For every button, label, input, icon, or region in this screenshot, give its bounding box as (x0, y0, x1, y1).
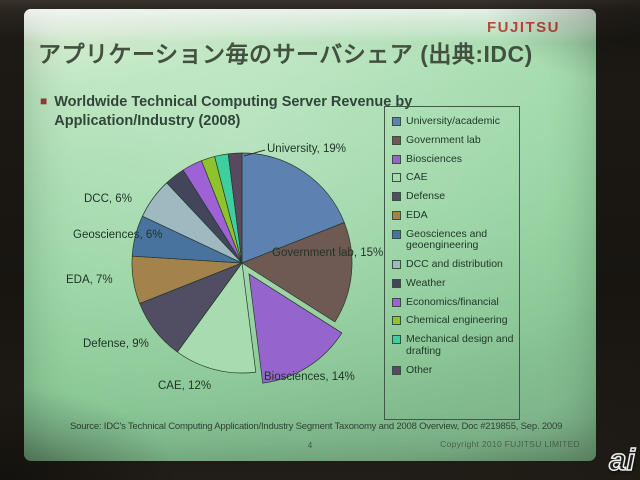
legend-box: University/academic Government lab Bioscie… (384, 106, 520, 420)
legend-label: Mechanical design and drafting (406, 333, 514, 357)
chart-subtitle: ■ Worldwide Technical Computing Server R… (40, 93, 420, 130)
page-number: 4 (307, 441, 313, 450)
pie-label-university-19: University, 19% (267, 143, 347, 155)
legend-item-government-lab: Government lab (392, 133, 515, 147)
pie-label-dcc-6: DCC, 6% (84, 193, 132, 205)
legend-swatch-icon (392, 297, 401, 307)
legend-swatch-icon (392, 229, 401, 239)
pie-chart-svg (131, 149, 353, 384)
pie-label-geosciences-6: Geosciences, 6% (73, 229, 163, 241)
pie-label-defense-9: Defense, 9% (83, 338, 149, 350)
legend-swatch-icon (392, 117, 401, 126)
pie-label-eda-7: EDA, 7% (66, 274, 113, 286)
legend-item-biosciences: Biosciences (392, 152, 515, 166)
legend-item-chemical-engineering: Chemical engineering (392, 314, 515, 327)
legend-label: Government lab (406, 133, 481, 146)
legend-label: DCC and distribution (406, 258, 503, 270)
fujitsu-logo: FUJITSU (486, 19, 560, 36)
pie-chart: University, 19% Government lab, 15% Biosci… (30, 135, 390, 405)
legend-swatch-icon (392, 365, 401, 375)
legend-swatch-icon (392, 335, 401, 344)
label-leader-line (243, 149, 266, 157)
legend-item-eda: EDA (392, 208, 515, 222)
legend-item-geosciences-and-geoengineering: Geosciences and geoengineering (392, 227, 515, 253)
source-note: Source: IDC's Technical Computing Applic… (70, 421, 563, 432)
pie-label-cae-12: CAE, 12% (158, 380, 212, 392)
legend-label: EDA (406, 208, 428, 221)
legend-item-defense: Defense (392, 190, 515, 203)
pie-slice-biosciences (248, 273, 343, 384)
pie-slice-other (227, 152, 243, 264)
legend-item-university-academic: University/academic (392, 115, 515, 128)
slide-top-band (24, 9, 596, 43)
legend-label: Economics/financial (406, 295, 499, 308)
legend-item-dcc-and-distribution: DCC and distribution (392, 258, 515, 271)
legend-label: Chemical engineering (406, 314, 508, 327)
pie-label-government-lab-15: Government lab, 15% (272, 247, 384, 259)
slide-title: アプリケーション毎のサーバシェア (出典:IDC) (38, 41, 533, 67)
pie-slice-cae (176, 262, 257, 374)
legend-swatch-icon (392, 192, 401, 201)
slide: FUJITSU アプリケーション毎のサーバシェア (出典:IDC) ■ Worl… (24, 9, 596, 461)
legend-swatch-icon (392, 135, 401, 145)
pie-label-biosciences-14: Biosciences, 14% (264, 371, 355, 383)
legend-swatch-icon (392, 278, 401, 288)
legend-item-cae: CAE (392, 171, 515, 184)
legend-label: CAE (406, 171, 428, 184)
legend-item-weather: Weather (392, 276, 515, 290)
legend-swatch-icon (392, 316, 401, 326)
legend-item-other: Other (392, 363, 515, 377)
subtitle-bullet-icon: ■ (40, 94, 48, 108)
legend-label: Biosciences (406, 152, 463, 165)
copyright-note: Copyright 2010 FUJITSU LIMITED (440, 439, 580, 449)
legend-label: Geosciences and geoengineering (406, 227, 488, 252)
legend-swatch-icon (392, 173, 401, 183)
watermark-logo: ai (608, 441, 635, 478)
legend-label: Other (406, 363, 433, 376)
chart-subtitle-text: Worldwide Technical Computing Server Rev… (54, 94, 413, 129)
legend-item-economics-financial: Economics/financial (392, 295, 515, 309)
legend-swatch-icon (392, 154, 401, 164)
legend-label: University/academic (406, 115, 500, 127)
legend-label: Weather (406, 276, 446, 289)
legend-swatch-icon (392, 210, 401, 220)
legend-label: Defense (406, 190, 446, 202)
legend-item-mechanical-design-and-drafting: Mechanical design and drafting (392, 333, 515, 358)
pie-slice-government-lab (241, 222, 353, 323)
legend-swatch-icon (392, 260, 401, 269)
